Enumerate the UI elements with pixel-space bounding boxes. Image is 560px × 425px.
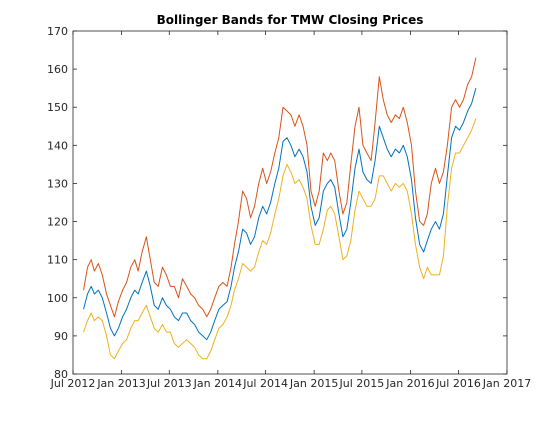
- y-tick-label: 110: [47, 254, 68, 267]
- x-tick-label: Jan 2016: [385, 377, 434, 390]
- axes-box: [72, 30, 508, 375]
- y-tick-label: 170: [47, 25, 68, 38]
- x-tick-label: Jan 2017: [482, 377, 531, 390]
- plot-area: [73, 31, 507, 374]
- x-tick-label: Jul 2014: [242, 377, 288, 390]
- series-line-lower: [83, 118, 477, 360]
- x-tick-label: Jul 2016: [435, 377, 481, 390]
- x-tick-label: Jul 2013: [146, 377, 192, 390]
- y-tick-label: 120: [47, 216, 68, 229]
- y-tick-label: 100: [47, 292, 68, 305]
- x-tick-label: Jan 2013: [96, 377, 145, 390]
- series-layer: [83, 57, 477, 360]
- x-tick-label: Jan 2015: [289, 377, 338, 390]
- ticks-layer: Jul 2012 Jan 2013 Jul 2013 Jan 2014 Jul 2014…: [47, 25, 531, 390]
- y-tick-label: 80: [54, 368, 68, 381]
- series-line-middle: [83, 88, 477, 341]
- chart-title: Bollinger Bands for TMW Closing Prices: [157, 13, 424, 27]
- y-tick-label: 160: [47, 63, 68, 76]
- y-tick-label: 130: [47, 177, 68, 190]
- x-tick-label: Jul 2015: [339, 377, 385, 390]
- y-tick-label: 90: [54, 330, 68, 343]
- x-tick-label: Jan 2014: [193, 377, 242, 390]
- axes-layer: [72, 30, 508, 375]
- y-tick-label: 140: [47, 139, 68, 152]
- y-tick-label: 150: [47, 101, 68, 114]
- x-tick-label: Jul 2012: [50, 377, 96, 390]
- series-line-upper: [83, 57, 477, 318]
